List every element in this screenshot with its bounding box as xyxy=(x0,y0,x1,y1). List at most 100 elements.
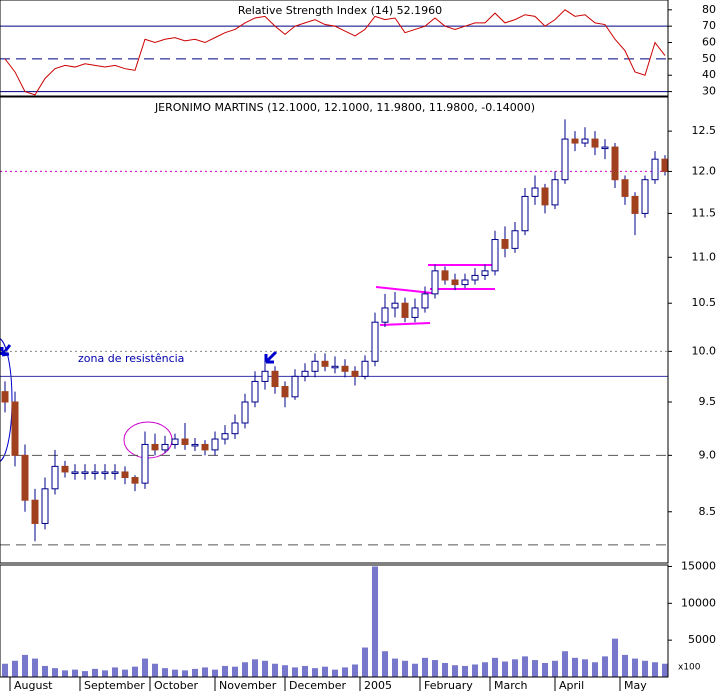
volume-bar xyxy=(362,647,368,677)
rsi-line xyxy=(4,9,666,96)
y-tick-label: 11.5 xyxy=(692,206,717,219)
candle-body xyxy=(391,302,399,309)
volume-bar xyxy=(612,638,618,677)
panel-frame xyxy=(0,96,669,564)
candle-body xyxy=(421,293,429,309)
volume-bar xyxy=(172,669,178,677)
candle-body xyxy=(291,375,299,398)
candle-body xyxy=(641,179,649,214)
volume-bar xyxy=(72,669,78,677)
candle-body xyxy=(311,360,319,372)
candle-body xyxy=(461,279,469,286)
candle-body xyxy=(11,401,19,456)
volume-bar xyxy=(242,662,248,677)
candle-body xyxy=(271,370,279,388)
candle-body xyxy=(231,422,239,435)
y-tick-label: 5000 xyxy=(688,633,716,646)
volume-bar xyxy=(652,662,658,677)
volume-bar xyxy=(222,665,228,677)
x-tick-label: May xyxy=(624,679,647,692)
candle-body xyxy=(351,370,359,377)
y-tick-label: 10.0 xyxy=(692,344,717,357)
x-tick-label: August xyxy=(14,679,53,692)
volume-bar xyxy=(262,660,268,677)
volume-bar xyxy=(92,668,98,677)
candle-body xyxy=(431,270,439,295)
candle-body xyxy=(651,158,659,181)
candle-body xyxy=(91,471,99,474)
x-tick-label: November xyxy=(219,679,277,692)
volume-bar xyxy=(12,660,18,677)
volume-bar xyxy=(302,665,308,677)
candle-body xyxy=(501,239,509,249)
y-tick-label: 9.0 xyxy=(699,448,717,461)
volume-bar xyxy=(152,663,158,677)
candle-body xyxy=(111,471,119,474)
candle-body xyxy=(631,195,639,214)
candle-body xyxy=(191,443,199,447)
candle-body xyxy=(571,138,579,144)
volume-bar xyxy=(282,665,288,677)
candle-body xyxy=(161,443,169,451)
candle-body xyxy=(31,499,39,524)
volume-bar xyxy=(212,669,218,677)
volume-bar xyxy=(52,668,58,677)
y-tick-label: 10000 xyxy=(681,596,716,609)
volume-bar xyxy=(272,663,278,677)
candle-body xyxy=(591,138,599,148)
volume-bar xyxy=(552,660,558,677)
candle-body xyxy=(211,438,219,451)
candle-body xyxy=(201,443,209,451)
volume-bar xyxy=(532,660,538,677)
candle-body xyxy=(401,302,409,318)
arrow xyxy=(264,350,278,364)
x-tick-label: 2005 xyxy=(364,679,392,692)
volume-bar xyxy=(22,654,28,677)
candle-body xyxy=(381,307,389,323)
candle-body xyxy=(611,146,619,181)
volume-bar xyxy=(312,668,318,677)
candle-body xyxy=(511,230,519,249)
volume-bar xyxy=(252,659,258,677)
volume-bar xyxy=(542,663,548,677)
volume-bar xyxy=(472,664,478,677)
circle xyxy=(0,338,13,462)
volume-bar xyxy=(322,666,328,677)
candle-body xyxy=(541,187,549,206)
volume-bar xyxy=(482,662,488,677)
volume-bar xyxy=(82,671,88,677)
candle-body xyxy=(371,321,379,362)
volume-bar xyxy=(182,670,188,677)
candle-body xyxy=(451,279,459,286)
volume-bar xyxy=(122,669,128,677)
volume-bar xyxy=(602,656,608,677)
volume-bar xyxy=(42,665,48,677)
candle-body xyxy=(281,386,289,398)
y-tick-label: 8.5 xyxy=(699,505,717,518)
volume-bar xyxy=(102,670,108,677)
volume-bar xyxy=(502,661,508,677)
candle-body xyxy=(661,158,669,172)
candle-body xyxy=(151,443,159,451)
candle-body xyxy=(301,370,309,377)
volume-bar xyxy=(392,658,398,677)
volume-bar xyxy=(492,657,498,677)
volume-bar xyxy=(402,660,408,677)
candle-body xyxy=(621,179,629,197)
candle-body xyxy=(41,488,49,524)
trend-line xyxy=(375,286,433,294)
candle-body xyxy=(441,270,449,281)
candle-body xyxy=(141,443,149,484)
candle-body xyxy=(341,365,349,372)
y-tick-label: 80 xyxy=(702,3,716,16)
candle-body xyxy=(221,433,229,440)
volume-bar xyxy=(62,670,68,677)
annotation: zona de resistência xyxy=(78,352,184,365)
price-title: JERONIMO MARTINS (12.1000, 12.1000, 11.9… xyxy=(154,101,535,114)
volume-bar xyxy=(342,667,348,677)
volume-bar xyxy=(382,651,388,677)
volume-bar xyxy=(332,669,338,677)
y-tick-label: 11.0 xyxy=(692,250,717,263)
